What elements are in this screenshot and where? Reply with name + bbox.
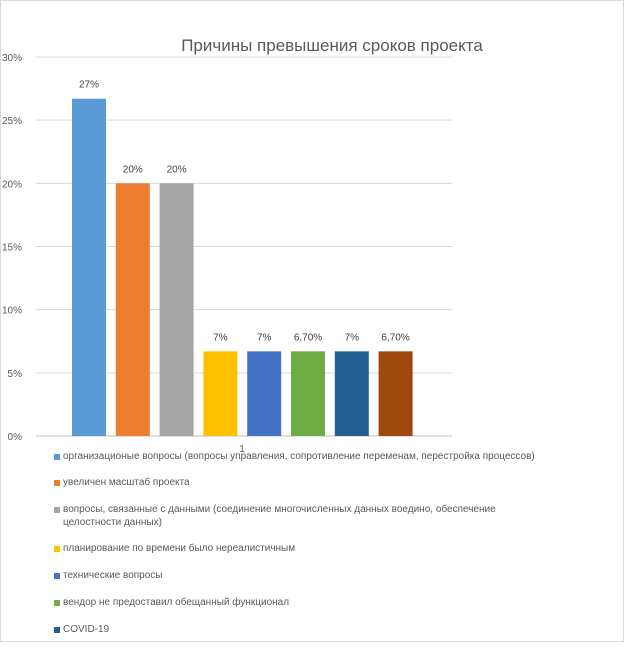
legend-item: технические вопросы [54, 569, 554, 582]
bar [247, 351, 281, 436]
legend-label: технические вопросы [63, 570, 162, 581]
y-tick-label: 5% [8, 369, 23, 380]
y-axis: 0% 5% 10% 15% 20% 25% 30% [2, 53, 22, 443]
legend-label: вопросы, связанные с данными (соединение… [63, 504, 496, 528]
bar [116, 183, 150, 436]
legend-label: COVID-19 [63, 624, 109, 635]
legend-swatch [54, 546, 60, 552]
bar [72, 99, 106, 436]
legend: организационые вопросы (вопросы управлен… [54, 450, 554, 650]
legend-item: вендор не предоставил обещанный функцион… [54, 596, 554, 609]
y-tick-label: 0% [8, 432, 23, 443]
data-label: 7% [257, 332, 272, 343]
y-tick-label: 20% [2, 179, 22, 190]
legend-swatch [54, 627, 60, 633]
y-tick-label: 30% [2, 53, 22, 64]
y-tick-label: 10% [2, 306, 22, 317]
data-label: 6,70% [294, 332, 322, 343]
data-label: 7% [213, 332, 228, 343]
data-label: 6,70% [381, 332, 409, 343]
legend-swatch [54, 573, 60, 579]
legend-item: увеличен масштаб проекта [54, 476, 554, 489]
legend-item: вопросы, связанные с данными (соединение… [54, 503, 554, 529]
bar [291, 351, 325, 436]
data-label: 20% [123, 164, 143, 175]
bar [335, 351, 369, 436]
legend-swatch [54, 480, 60, 486]
data-label: 7% [345, 332, 360, 343]
legend-item: организационые вопросы (вопросы управлен… [54, 450, 554, 463]
legend-item: планирование по времени было нереалистич… [54, 542, 554, 555]
bar [203, 351, 237, 436]
bar [379, 351, 413, 436]
legend-label: увеличен масштаб проекта [63, 477, 190, 488]
legend-swatch [54, 600, 60, 606]
y-tick-label: 15% [2, 243, 22, 254]
legend-label: организационые вопросы (вопросы управлен… [63, 451, 535, 462]
legend-item: COVID-19 [54, 623, 554, 636]
legend-label: планирование по времени было нереалистич… [63, 543, 295, 554]
data-label: 20% [167, 164, 187, 175]
legend-swatch [54, 454, 60, 460]
bar [160, 183, 194, 436]
data-label: 27% [79, 80, 99, 91]
legend-swatch [54, 507, 60, 513]
legend-label: вендор не предоставил обещанный функцион… [63, 597, 289, 608]
y-tick-label: 25% [2, 116, 22, 127]
bars [72, 99, 413, 436]
